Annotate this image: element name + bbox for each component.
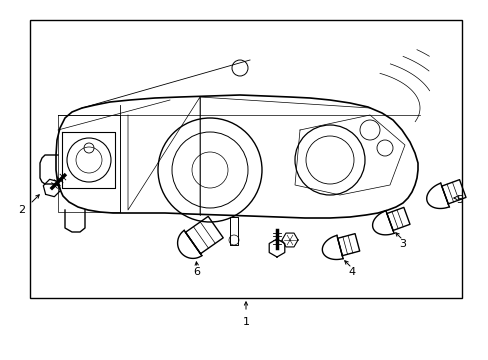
Text: 5: 5 xyxy=(456,195,463,205)
Text: 2: 2 xyxy=(19,205,25,215)
Text: 1: 1 xyxy=(242,317,249,327)
Text: 3: 3 xyxy=(399,239,406,249)
Text: 6: 6 xyxy=(193,267,200,277)
Bar xyxy=(30,20,461,298)
Text: 4: 4 xyxy=(348,267,355,277)
